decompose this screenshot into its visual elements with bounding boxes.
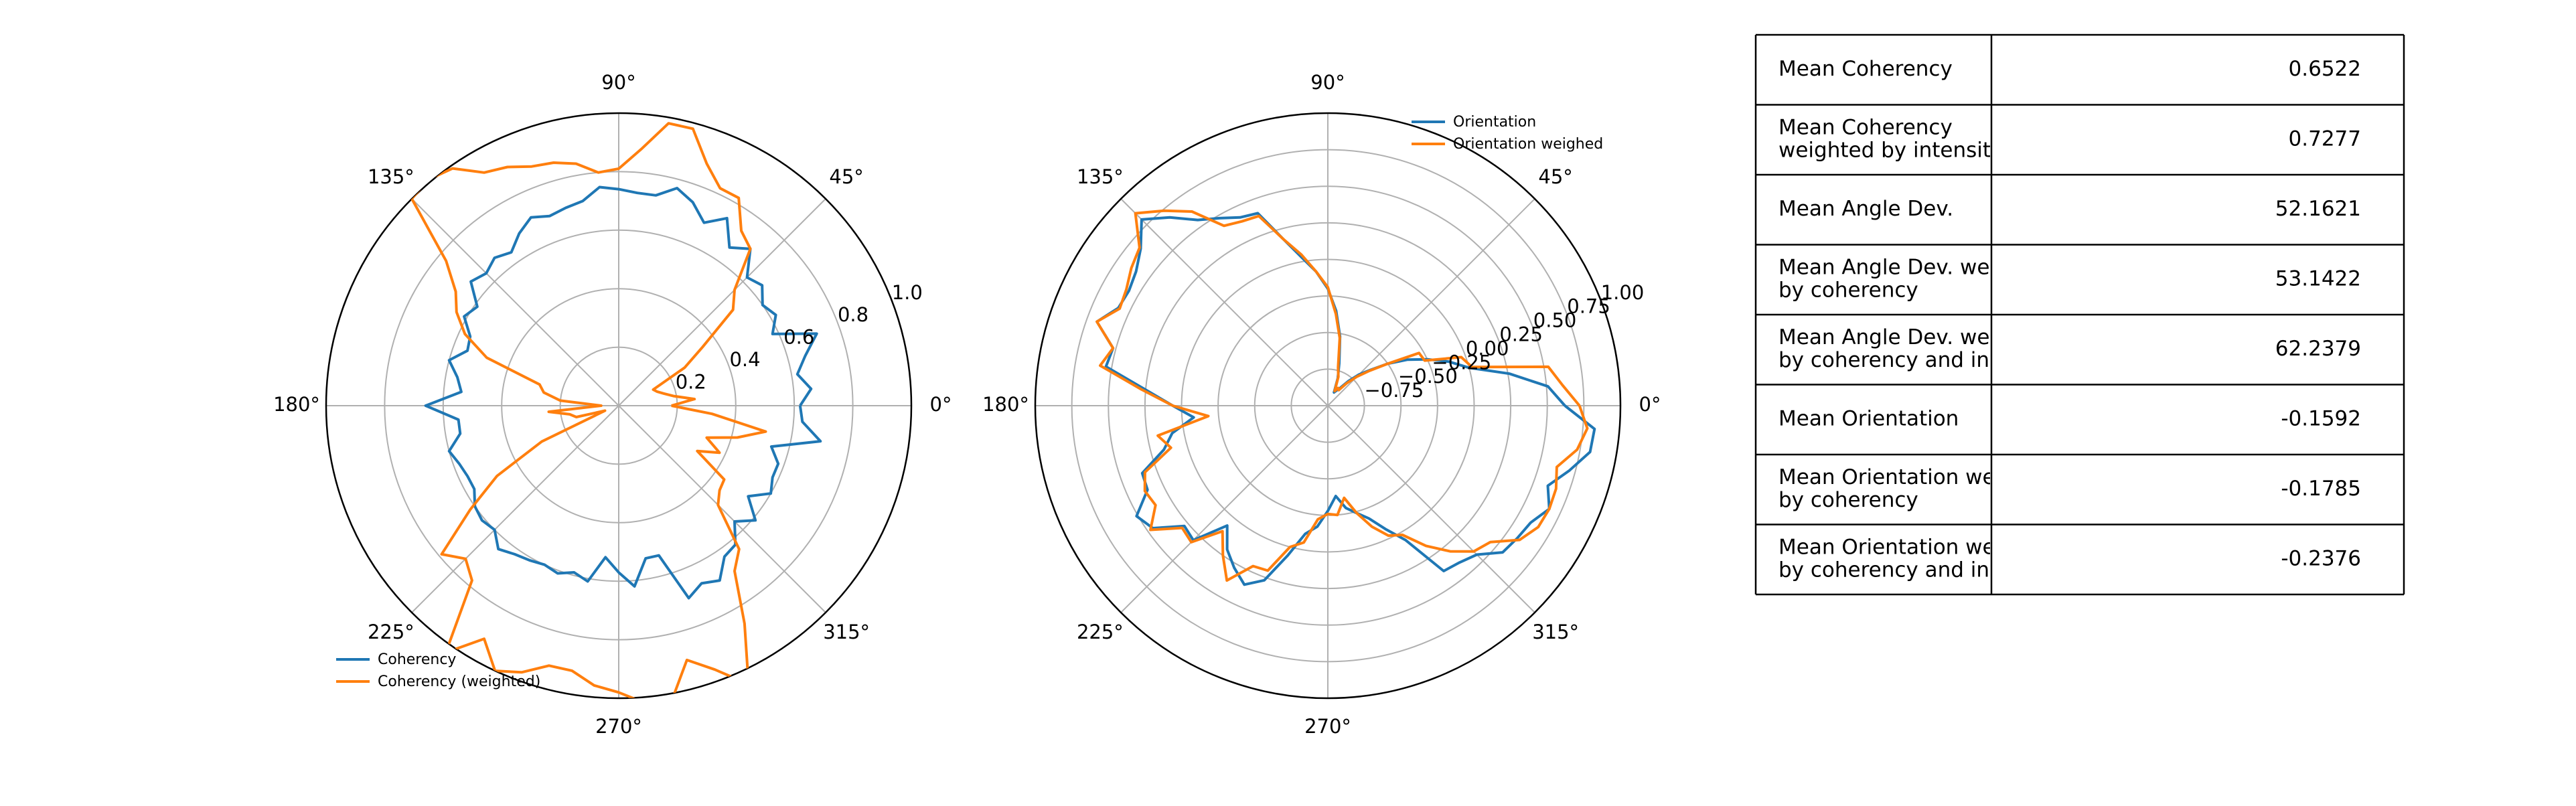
orientation-angle-label: 225° xyxy=(1077,621,1124,643)
table-label-line: Mean Orientation we xyxy=(1778,535,1995,559)
orientation-radial-tick-label: 1.00 xyxy=(1601,281,1645,304)
orientation-legend-label: Orientation weighed xyxy=(1453,136,1603,153)
table-row-label: Mean Coherency xyxy=(1778,57,1953,81)
coherency-angle-label: 45° xyxy=(829,165,863,188)
coherency-angle-label: 225° xyxy=(368,621,414,643)
coherency-polar-chart: 0.2 0.4 0.6 0.8 1.0 0° 45° 90° 135° 180° 225° 270° 3… xyxy=(273,71,952,738)
coherency-angle-label: 270° xyxy=(595,715,642,738)
angular-gridline xyxy=(1120,198,1329,406)
orientation-legend: Orientation Orientation weighed xyxy=(1412,114,1603,153)
coherency-radial-tick-label: 0.2 xyxy=(676,371,706,394)
coherency-series-layer xyxy=(410,122,822,698)
coherency-angle-label: 0° xyxy=(930,393,952,416)
orientation-angle-label: 180° xyxy=(982,393,1029,416)
coherency-angle-label: 90° xyxy=(601,71,635,94)
table-value: 53.1422 xyxy=(2275,266,2361,291)
orientation-legend-label: Orientation xyxy=(1453,114,1536,131)
table-value: -0.2376 xyxy=(2281,546,2361,570)
orientation-series-line-2 xyxy=(1095,209,1589,582)
orientation-angle-label: 90° xyxy=(1310,71,1345,94)
table-row-label: Mean Angle Dev. xyxy=(1778,197,1953,221)
table-label-line: by coherency and int xyxy=(1778,558,1997,582)
table-label-line: by coherency and int xyxy=(1778,348,1997,372)
coherency-series-line-1 xyxy=(424,185,822,600)
table-value: -0.1592 xyxy=(2281,406,2361,430)
table-label-line: by coherency xyxy=(1778,488,1918,512)
orientation-radial-tick-label: 0.50 xyxy=(1533,309,1577,332)
coherency-angle-label: 315° xyxy=(823,621,870,643)
table-label-line: Mean Angle Dev. we xyxy=(1778,325,1989,349)
table-label-line: Mean Angle Dev. xyxy=(1778,197,1953,221)
table-label-line: Mean Coherency xyxy=(1778,57,1953,81)
table-value: 0.7277 xyxy=(2289,127,2361,151)
coherency-angle-label: 180° xyxy=(273,393,320,416)
orientation-angle-label: 45° xyxy=(1538,165,1572,188)
table-label-line: Mean Angle Dev. we xyxy=(1778,255,1989,279)
table-label-line: Mean Orientation we xyxy=(1778,465,1995,489)
angular-gridline xyxy=(1327,405,1535,613)
table-value: 52.1621 xyxy=(2275,197,2361,221)
table-value: -0.1785 xyxy=(2281,477,2361,501)
orientation-radial-tick-label: −0.75 xyxy=(1364,379,1424,402)
coherency-radial-tick-label: 0.6 xyxy=(783,326,814,349)
coherency-series-line-2 xyxy=(410,122,767,698)
orientation-polar-chart: −0.75−0.50−0.250.000.250.500.751.00 0° 45°… xyxy=(982,71,1661,738)
table-label-line: by coherency xyxy=(1778,278,1918,302)
angular-gridline xyxy=(1120,405,1329,613)
angular-gridline xyxy=(1327,198,1535,406)
coherency-radial-tick-label: 0.8 xyxy=(838,303,868,326)
angular-gridline xyxy=(618,405,826,613)
orientation-radial-tick-label: 0.25 xyxy=(1499,323,1543,345)
orientation-angle-label: 0° xyxy=(1639,393,1661,416)
orientation-radial-tick-label: −0.50 xyxy=(1398,365,1458,388)
orientation-angle-label: 315° xyxy=(1532,621,1579,643)
coherency-legend: Coherency Coherency (weighted) xyxy=(336,651,540,690)
table-row-label: Mean Orientation xyxy=(1778,406,1959,430)
coherency-radial-tick-label: 1.0 xyxy=(892,281,923,304)
polar-frame xyxy=(325,112,913,700)
table-value: 62.2379 xyxy=(2275,337,2361,361)
table-label-line: weighted by intensit xyxy=(1778,138,1991,162)
orientation-angle-label: 135° xyxy=(1077,165,1124,188)
table-label-line: Mean Coherency xyxy=(1778,115,1953,139)
orientation-radial-tick-label: −0.25 xyxy=(1432,351,1491,374)
table-label-line: Mean Orientation xyxy=(1778,406,1959,430)
polar-frame xyxy=(1034,112,1622,700)
table-value: 0.6522 xyxy=(2289,57,2361,81)
coherency-angle-label: 135° xyxy=(368,165,414,188)
coherency-legend-label: Coherency xyxy=(378,651,456,668)
coherency-radial-tick-label: 0.4 xyxy=(729,348,760,371)
angular-gridline xyxy=(618,198,826,406)
orientation-series-layer xyxy=(1095,209,1596,586)
orientation-radial-tick-label: 0.75 xyxy=(1567,295,1610,318)
orientation-radial-tick-label: 0.00 xyxy=(1466,337,1509,359)
angular-gridline xyxy=(411,198,619,406)
angular-gridline xyxy=(411,405,619,613)
orientation-angle-label: 270° xyxy=(1304,715,1351,738)
coherency-legend-label: Coherency (weighted) xyxy=(378,673,540,690)
